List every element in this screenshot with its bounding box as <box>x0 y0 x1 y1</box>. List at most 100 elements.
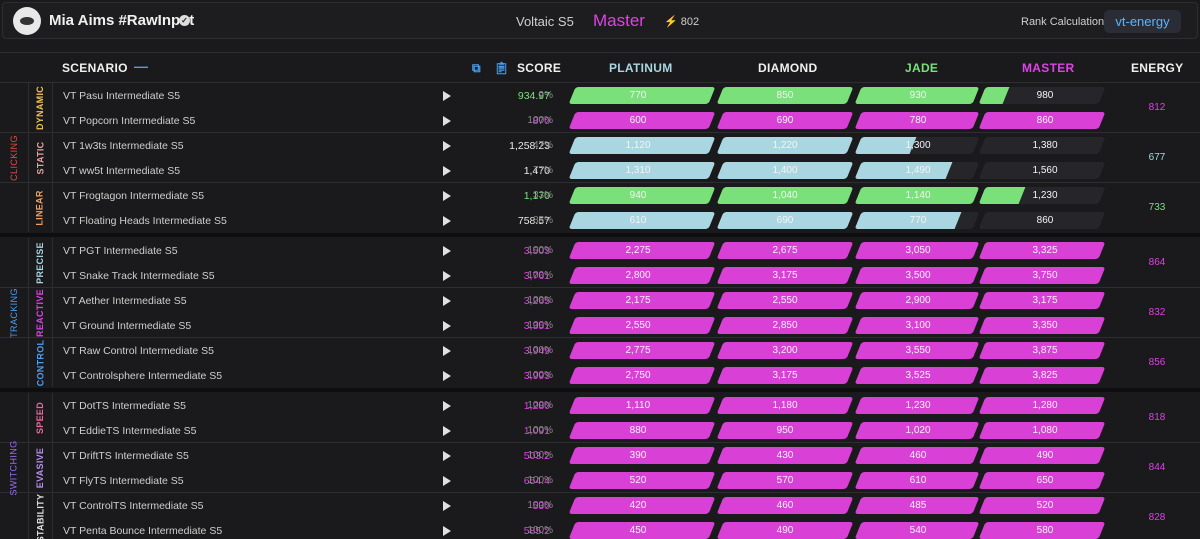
play-icon[interactable] <box>443 401 451 411</box>
scenario-row[interactable]: VT Pasu Intermediate S5 934.97 9% 770 850 930… <box>0 84 1200 108</box>
scenario-row[interactable]: VT PGT Intermediate S5 3,503 100% 2,275 2,67… <box>0 239 1200 263</box>
scenario-row[interactable]: VT Raw Control Intermediate S5 3,949 100% 2… <box>0 339 1200 363</box>
rank-threshold: 580 <box>1036 524 1054 536</box>
column-divider <box>52 83 53 232</box>
play-icon[interactable] <box>443 215 451 226</box>
scenario-row[interactable]: VT Ground Intermediate S5 3,351 100% 2,550 2… <box>0 314 1200 338</box>
rank-threshold: 1,300 <box>905 140 931 151</box>
scenario-row[interactable]: VT EddieTS Intermediate S5 1,091 100% 880 95… <box>0 419 1200 443</box>
play-icon[interactable] <box>443 451 451 461</box>
scenario-name[interactable]: VT Frogtagon Intermediate S5 <box>63 190 205 202</box>
rank-threshold: 3,500 <box>905 269 931 281</box>
scenario-name[interactable]: VT Floating Heads Intermediate S5 <box>63 214 227 227</box>
play-icon[interactable] <box>443 475 451 486</box>
play-icon[interactable] <box>443 346 451 356</box>
category-label: SWITCHING <box>2 393 26 539</box>
scenario-row[interactable]: VT Floating Heads Intermediate S5 758.57 8… <box>0 209 1200 233</box>
col-scenario[interactable]: SCENARIO <box>62 61 128 75</box>
scenario-row[interactable]: VT DriftTS Intermediate S5 503.2 100% 390 43… <box>0 444 1200 468</box>
scenario-name[interactable]: VT PGT Intermediate S5 <box>63 245 178 257</box>
play-icon[interactable] <box>443 141 451 151</box>
rank-threshold: 850 <box>776 90 794 101</box>
play-icon[interactable] <box>443 501 451 511</box>
scenario-row[interactable]: VT ControlTS Intermediate S5 530 100% 420 46… <box>0 494 1200 518</box>
scenario-row[interactable]: VT Aether Intermediate S5 3,265 100% 2,175 2… <box>0 289 1200 313</box>
scenario-name[interactable]: VT Snake Track Intermediate S5 <box>63 269 215 282</box>
scenario-row[interactable]: VT Frogtagon Intermediate S5 1,170 33% 940 1… <box>0 184 1200 208</box>
subcategory-label: EVASIVE <box>30 443 50 492</box>
scenario-row[interactable]: VT FlyTS Intermediate S5 654.4 100% 520 570 6… <box>0 469 1200 493</box>
scenario-name[interactable]: VT Pasu Intermediate S5 <box>63 90 181 102</box>
rank-threshold: 3,325 <box>1032 245 1058 256</box>
clipboard-icon[interactable]: 📋︎ <box>494 61 510 75</box>
play-icon[interactable] <box>443 191 451 201</box>
rank-threshold: 1,140 <box>905 190 931 201</box>
scenario-name[interactable]: VT Controlsphere Intermediate S5 <box>63 369 223 382</box>
play-icon[interactable] <box>443 270 451 281</box>
scenario-name[interactable]: VT DotTS Intermediate S5 <box>63 400 186 412</box>
scenario-row[interactable]: VT ww5t Intermediate S5 1,470 77% 1,310 1,40… <box>0 159 1200 183</box>
scenario-row[interactable]: VT DotTS Intermediate S5 1,280 100% 1,110 1,… <box>0 394 1200 418</box>
category-name: CLICKING <box>9 134 19 181</box>
col-score[interactable]: SCORE <box>517 61 562 75</box>
play-icon[interactable] <box>443 370 451 381</box>
play-icon[interactable] <box>443 525 451 536</box>
score-percent: 100% <box>527 245 553 256</box>
play-icon[interactable] <box>443 296 451 306</box>
scenario-name[interactable]: VT Popcorn Intermediate S5 <box>63 114 196 127</box>
avatar[interactable] <box>13 7 41 35</box>
rank-threshold: 1,560 <box>1032 164 1058 176</box>
score-value: 3,351 <box>523 319 550 332</box>
rank-progress-fill <box>978 137 986 154</box>
play-icon[interactable] <box>443 115 451 126</box>
rank-threshold: 3,175 <box>772 269 798 281</box>
scenario-name[interactable]: VT ww5t Intermediate S5 <box>63 164 181 177</box>
play-icon[interactable] <box>443 246 451 256</box>
rank-threshold: 3,100 <box>905 319 931 331</box>
rank-threshold: 1,400 <box>772 164 798 176</box>
scenario-name[interactable]: VT ControlTS Intermediate S5 <box>63 500 204 512</box>
score-percent: 47% <box>532 140 553 151</box>
rank-threshold: 3,175 <box>1032 295 1058 306</box>
rank-threshold: 650 <box>1036 474 1054 486</box>
row-divider <box>0 442 1200 443</box>
subcategory-label: REACTIVE <box>30 288 50 337</box>
copy-icon[interactable]: ⧉ <box>472 61 481 75</box>
play-icon[interactable] <box>443 91 451 101</box>
scenario-name[interactable]: VT EddieTS Intermediate S5 <box>63 424 197 437</box>
scenario-row[interactable]: VT Penta Bounce Intermediate S5 585.2 100%… <box>0 519 1200 539</box>
collapse-icon[interactable]: — <box>134 58 149 74</box>
score-value: 1,280 <box>523 400 550 412</box>
username[interactable]: Mia Aims #RawInput <box>49 12 195 29</box>
play-icon[interactable] <box>443 425 451 436</box>
scenario-name[interactable]: VT Aether Intermediate S5 <box>63 295 187 307</box>
scenario-row[interactable]: VT Popcorn Intermediate S5 870 100% 600 690 7… <box>0 109 1200 133</box>
score-value: 1,470 <box>523 164 550 177</box>
score-percent: 100% <box>527 474 553 486</box>
subcategory-label: CONTROL <box>30 338 50 387</box>
play-icon[interactable] <box>443 320 451 331</box>
scenario-name[interactable]: VT Ground Intermediate S5 <box>63 319 192 332</box>
scenario-row[interactable]: VT Controlsphere Intermediate S5 3,993 100… <box>0 364 1200 388</box>
rank-threshold: 2,550 <box>772 295 798 306</box>
play-icon[interactable] <box>443 165 451 176</box>
rank-name: Master <box>593 11 645 30</box>
scenario-name[interactable]: VT Raw Control Intermediate S5 <box>63 345 214 357</box>
rank-threshold: 540 <box>909 524 927 536</box>
rank-calc-select[interactable]: vt-energy <box>1104 10 1181 33</box>
scenario-row[interactable]: VT 1w3ts Intermediate S5 1,258.23 47% 1,120… <box>0 134 1200 158</box>
rank-threshold: 3,050 <box>905 245 931 256</box>
scenario-name[interactable]: VT Penta Bounce Intermediate S5 <box>63 524 223 537</box>
col-master: MASTER <box>1022 61 1075 75</box>
benchmark-table: SCENARIO — ⧉ 📋︎ SCORE PLATINUM DIAMOND J… <box>0 52 1200 539</box>
score-value: 3,949 <box>523 345 550 357</box>
score-value: 1,258.23 <box>509 140 550 152</box>
scenario-name[interactable]: VT FlyTS Intermediate S5 <box>63 474 184 487</box>
scenario-name[interactable]: VT 1w3ts Intermediate S5 <box>63 140 184 152</box>
subcategory-name: STATIC <box>35 141 45 174</box>
scenario-name[interactable]: VT DriftTS Intermediate S5 <box>63 450 189 462</box>
scenario-row[interactable]: VT Snake Track Intermediate S5 3,761 100% 2… <box>0 264 1200 288</box>
col-platinum: PLATINUM <box>609 61 673 75</box>
subcategory-label: PRECISE <box>30 238 50 287</box>
score-percent: 100% <box>527 269 553 281</box>
